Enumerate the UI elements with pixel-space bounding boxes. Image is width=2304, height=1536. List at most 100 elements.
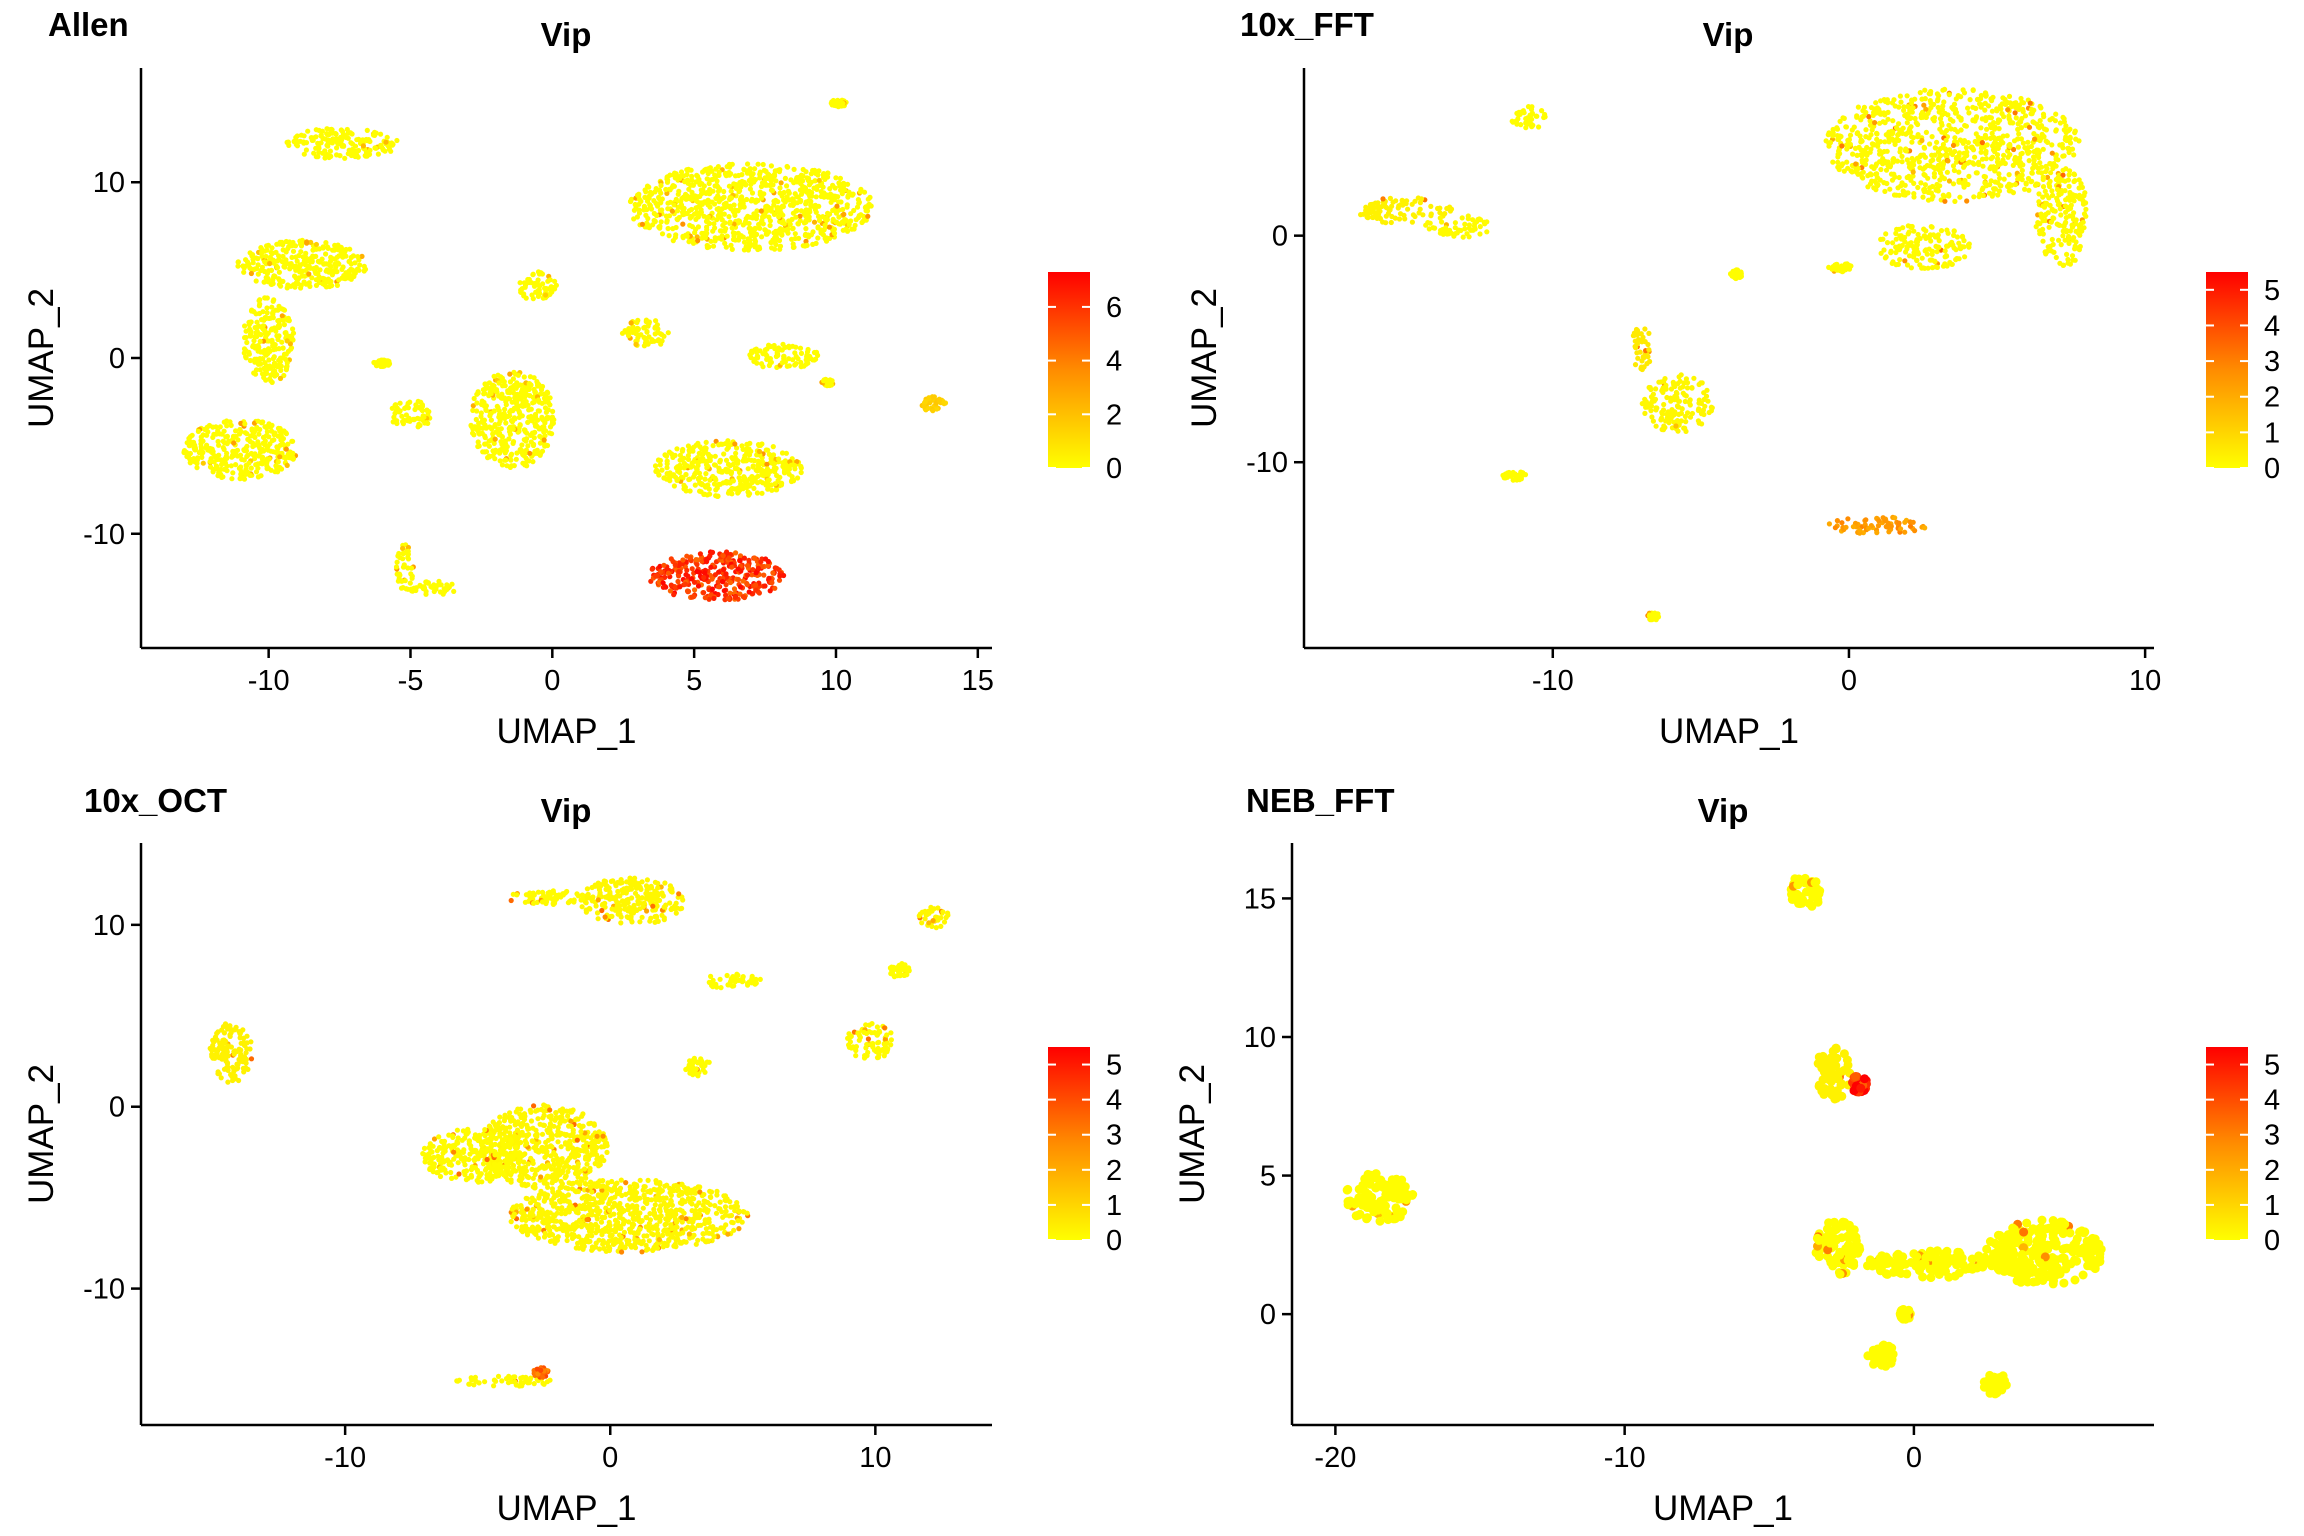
data-point [665,570,672,576]
data-point [1943,137,1949,143]
data-point [1935,188,1941,194]
data-point [543,292,549,298]
data-point [1835,159,1841,165]
data-point [1907,125,1913,131]
data-point [730,478,736,484]
data-point [331,247,337,253]
data-point [732,594,739,601]
data-point [275,318,281,324]
data-point [416,421,422,427]
data-point [1963,145,1969,151]
data-point [676,188,682,194]
data-point [1902,182,1908,188]
data-point [733,550,739,556]
data-point [1954,255,1960,262]
data-point [1929,265,1936,271]
data-point [639,221,646,227]
data-point [2019,150,2025,156]
data-point [786,343,792,349]
data-point [1973,170,1979,176]
data-point [1987,182,1993,188]
data-point [777,185,783,191]
data-point [1985,103,1992,109]
data-point [2081,193,2087,199]
data-point [673,232,679,238]
point-cluster [468,369,557,470]
data-point [500,383,506,389]
data-point [1395,205,1401,211]
data-point [1983,92,1989,99]
data-point [691,444,697,450]
data-point [283,455,289,461]
data-point [316,145,322,151]
data-point [521,293,527,299]
data-point [1929,224,1935,230]
data-point [674,464,681,470]
data-point [689,224,696,230]
data-point [547,402,553,408]
panel-label: Allen [48,6,129,43]
data-point [771,230,777,236]
data-point [224,450,230,456]
data-point [424,420,430,426]
data-point [386,360,392,366]
data-point [513,456,519,462]
data-point [785,188,792,194]
data-point [2019,99,2025,105]
data-point [378,357,384,363]
data-point [348,140,354,146]
data-point [252,434,258,440]
data-point [1896,174,1902,181]
data-point [503,402,509,408]
data-point [1927,141,1933,147]
data-point [697,474,704,480]
data-point [388,148,394,154]
data-point [261,279,267,285]
data-point [273,307,279,313]
data-point [711,201,718,207]
data-point [263,334,269,340]
data-point [695,214,702,220]
data-point [739,443,745,449]
data-point [1979,116,1985,122]
data-point [754,490,761,496]
data-point [1442,211,1448,217]
data-point [1918,180,1924,186]
data-point [411,417,417,423]
data-point [1997,183,2003,189]
data-point [708,564,714,570]
data-point [522,450,528,456]
data-point [1428,211,1434,217]
data-point [1909,139,1915,145]
data-point [2006,115,2012,122]
data-point [542,392,548,398]
data-point [425,409,431,415]
data-point [290,454,296,460]
data-point [740,578,746,584]
data-point [270,340,276,346]
data-point [1402,216,1408,222]
data-point [335,141,341,147]
data-point [516,414,523,420]
data-point [1904,157,1910,163]
data-point [750,463,756,469]
data-point [515,383,521,389]
data-point [187,460,193,466]
data-point [247,250,253,256]
data-point [1923,247,1929,253]
data-point [260,434,267,440]
data-point [751,485,757,491]
data-point [1938,120,1944,126]
data-point [490,448,496,454]
data-point [384,134,390,140]
data-point [780,203,786,209]
data-point [255,343,261,349]
data-point [2020,109,2026,115]
data-point [2069,222,2075,228]
data-point [292,284,298,290]
data-point [259,253,265,259]
data-point [1877,110,1883,116]
data-point [627,198,634,205]
data-point [229,476,235,482]
data-point [1878,166,1884,173]
